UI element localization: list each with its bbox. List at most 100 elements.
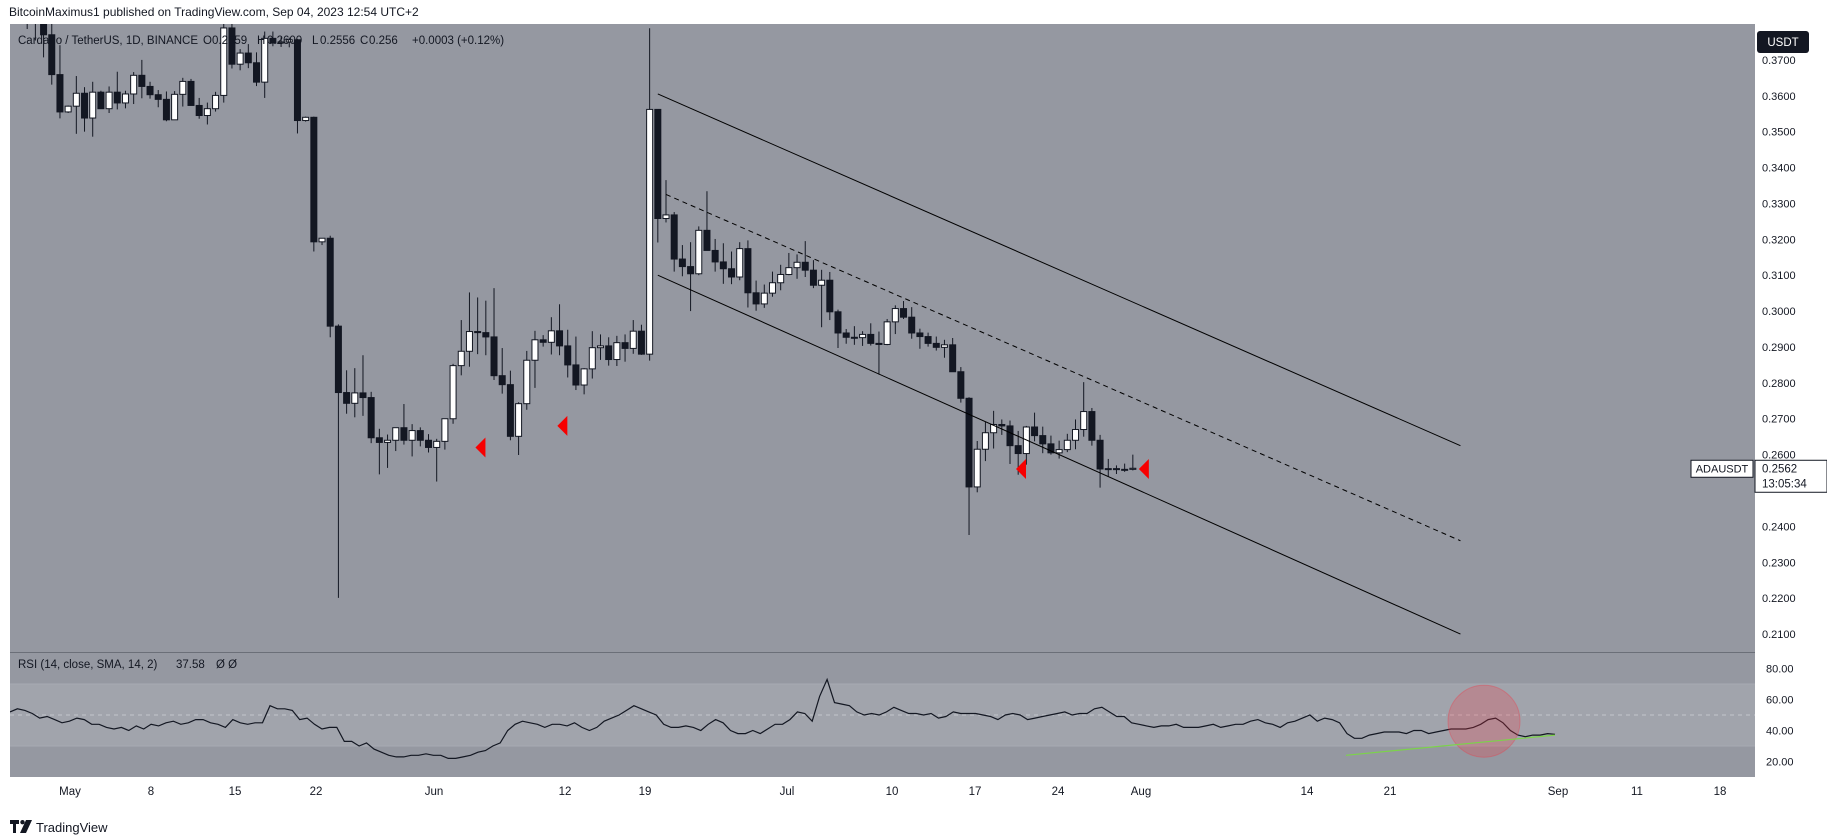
main-pane-background [10, 24, 1755, 652]
candle-body [130, 74, 138, 95]
candle [859, 331, 867, 346]
time-tick-label: Sep [1548, 786, 1568, 798]
candle [384, 434, 392, 468]
candle [646, 28, 654, 361]
time-tick-label: 11 [1631, 786, 1643, 798]
candle [187, 78, 195, 106]
candle-body [1039, 435, 1047, 445]
candle [146, 81, 154, 99]
tradingview-logo-icon [10, 820, 32, 833]
candle [1112, 465, 1120, 475]
candle-body [883, 321, 891, 345]
price-tick-label: 0.2800 [1762, 378, 1796, 390]
candle [121, 90, 129, 109]
candle-body [490, 336, 498, 377]
candle-body [56, 74, 64, 113]
time-axis: May 8 15 22 Jun 12 19 Jul 10 17 24 Aug 14 21 Sep 11 18 [59, 786, 1726, 798]
high-label: H [257, 35, 265, 47]
candle [654, 108, 662, 243]
candle [261, 31, 269, 98]
candle-body [269, 37, 277, 44]
trading-chart[interactable]: 0.3700 0.3600 0.3500 0.3400 0.3300 0.3200 0.31… [0, 24, 1827, 813]
candle-body [752, 292, 760, 305]
candle [687, 242, 695, 312]
candle-body [981, 432, 989, 450]
candle-body [793, 261, 801, 269]
candle-body [785, 267, 793, 275]
candle [981, 421, 989, 462]
candle-body [1088, 411, 1096, 441]
red-signal-marker [557, 415, 568, 436]
currency-badge[interactable]: USDT [1757, 31, 1809, 53]
low-value: 0.2556 [320, 35, 355, 47]
time-tick-label: 8 [148, 786, 154, 798]
candle [400, 404, 408, 445]
candle [310, 116, 318, 252]
candle-body [1006, 425, 1014, 447]
candle-body [654, 108, 662, 220]
candle [719, 243, 727, 284]
candle [556, 304, 564, 356]
candle [580, 368, 588, 395]
candle [244, 44, 252, 69]
candle [138, 59, 146, 99]
candle [883, 318, 891, 346]
candle-body [367, 397, 375, 439]
candle-body [826, 279, 834, 313]
candle [752, 280, 760, 311]
price-tick-label: 0.2200 [1762, 593, 1796, 605]
candle-body [1055, 449, 1063, 454]
candle [850, 326, 858, 345]
candle-body [392, 427, 400, 441]
candle [768, 271, 776, 297]
candle [449, 363, 457, 424]
candle-body [572, 364, 580, 386]
candle-body [326, 237, 334, 327]
candle-body [924, 336, 932, 344]
rsi-legend: RSI (14, close, SMA, 14, 2) 37.58 Ø Ø [18, 659, 237, 671]
candle [801, 241, 809, 277]
candle [482, 300, 490, 356]
candle [40, 24, 48, 58]
candle-body [515, 403, 523, 437]
candle [1121, 463, 1129, 472]
time-axis-background [10, 777, 1827, 813]
candle [949, 338, 957, 373]
candle-body [973, 448, 981, 488]
candle [506, 370, 514, 441]
candle-body [859, 333, 867, 339]
candle-body [637, 330, 645, 355]
candle [1080, 382, 1088, 437]
candle-body [768, 282, 776, 294]
pane-separator [10, 652, 1755, 653]
candle-body [1063, 439, 1071, 451]
candle-body [818, 279, 826, 286]
candle-body [64, 105, 72, 113]
ticker-label: ADAUSDT [1696, 463, 1749, 475]
candle [236, 49, 244, 71]
candle-body [629, 330, 637, 349]
candle [1031, 412, 1039, 442]
candle [441, 418, 449, 450]
footer: TradingView [0, 813, 1827, 840]
candle-body [506, 384, 514, 437]
candle-body [343, 392, 351, 404]
candle [162, 91, 170, 122]
price-tick-label: 0.3300 [1762, 198, 1796, 210]
candle-body [646, 108, 654, 355]
candle-body [1047, 443, 1055, 454]
candle [900, 301, 908, 319]
candle-body [285, 39, 293, 43]
candle [678, 245, 686, 277]
candle [1096, 434, 1104, 488]
candle-body [621, 342, 629, 349]
candle [154, 90, 162, 108]
candle [48, 24, 56, 85]
symbol-name: Cardano / TetherUS, 1D, BINANCE [18, 35, 198, 47]
candle-body [842, 332, 850, 338]
low-label: L [312, 35, 319, 47]
candle [34, 24, 36, 41]
candle-body [195, 104, 203, 117]
candle [26, 24, 28, 30]
open-value: 0.2559 [212, 35, 247, 47]
